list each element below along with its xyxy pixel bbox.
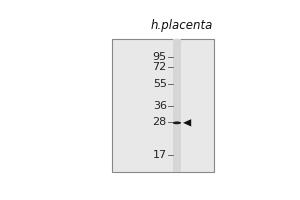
Text: 55: 55	[153, 79, 167, 89]
Bar	[172, 70, 181, 73]
Bar	[112, 39, 214, 172]
Bar	[172, 75, 181, 77]
Bar	[172, 50, 181, 53]
Bar	[172, 152, 181, 154]
Bar	[172, 66, 181, 68]
Ellipse shape	[173, 122, 179, 124]
Bar	[172, 46, 181, 48]
Bar	[172, 53, 181, 55]
Ellipse shape	[173, 122, 181, 124]
Bar	[172, 48, 181, 50]
Bar	[172, 97, 181, 99]
Bar	[172, 121, 181, 123]
Bar	[172, 39, 181, 172]
Bar	[172, 44, 181, 46]
Bar	[172, 119, 181, 121]
Bar	[172, 73, 181, 75]
Bar	[172, 84, 181, 86]
Bar	[172, 108, 181, 110]
Bar	[172, 132, 181, 134]
Bar	[172, 170, 181, 172]
Bar	[172, 61, 181, 64]
Bar	[172, 106, 181, 108]
Bar	[172, 154, 181, 156]
Bar	[172, 42, 181, 44]
Bar	[172, 79, 181, 81]
Bar	[172, 159, 181, 161]
Bar	[172, 57, 181, 59]
Bar	[172, 117, 181, 119]
Bar	[172, 123, 181, 125]
Text: 28: 28	[152, 117, 167, 127]
Bar	[172, 143, 181, 145]
Polygon shape	[183, 119, 191, 127]
Bar	[172, 125, 181, 128]
Bar	[172, 112, 181, 114]
Text: 72: 72	[152, 62, 167, 72]
Bar	[172, 99, 181, 101]
Ellipse shape	[173, 121, 181, 124]
Text: 95: 95	[153, 52, 167, 62]
Text: 36: 36	[153, 101, 167, 111]
Bar	[172, 139, 181, 141]
Bar	[172, 163, 181, 165]
Text: h.placenta: h.placenta	[150, 19, 213, 32]
Bar	[172, 81, 181, 84]
Bar	[172, 88, 181, 90]
Bar	[172, 55, 181, 57]
Bar	[172, 59, 181, 61]
Bar	[172, 114, 181, 117]
Bar	[172, 156, 181, 159]
Bar	[172, 134, 181, 137]
Bar	[172, 148, 181, 150]
Bar	[172, 92, 181, 95]
Bar	[172, 137, 181, 139]
Bar	[172, 77, 181, 79]
Ellipse shape	[173, 122, 181, 123]
Bar	[172, 64, 181, 66]
Text: 17: 17	[153, 150, 167, 160]
Bar	[172, 145, 181, 148]
Bar	[172, 130, 181, 132]
Bar	[172, 68, 181, 70]
Bar	[172, 86, 181, 88]
Bar	[172, 128, 181, 130]
Bar	[172, 39, 181, 42]
Bar	[172, 150, 181, 152]
Bar	[172, 110, 181, 112]
Bar	[172, 95, 181, 97]
Bar	[172, 101, 181, 103]
Bar	[172, 161, 181, 163]
Bar	[172, 141, 181, 143]
Bar	[172, 103, 181, 106]
Bar	[172, 165, 181, 167]
Bar	[172, 90, 181, 92]
Bar	[172, 167, 181, 170]
